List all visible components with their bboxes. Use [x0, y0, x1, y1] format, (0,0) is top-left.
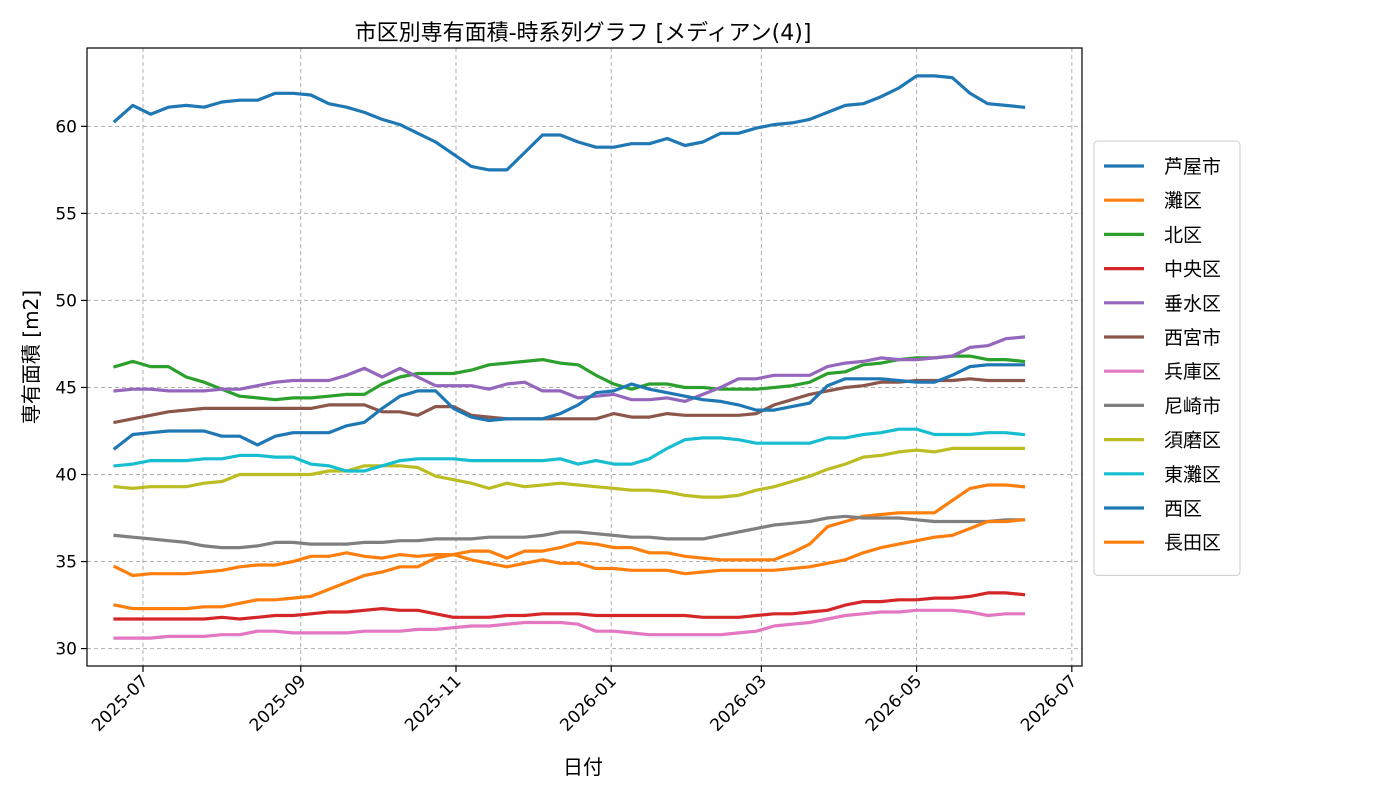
legend-label: 北区	[1164, 224, 1202, 246]
series-line	[112, 363, 1026, 451]
legend-label: 中央区	[1164, 259, 1221, 281]
y-tick-label: 40	[55, 466, 77, 486]
legend-label: 西宮市	[1164, 327, 1221, 349]
legend-label: 西区	[1164, 498, 1202, 520]
legend-label: 兵庫区	[1164, 361, 1221, 383]
legend-label: 灘区	[1164, 190, 1202, 212]
plot-frame	[86, 47, 1083, 667]
legend-label: 須磨区	[1164, 430, 1221, 452]
legend-box	[1093, 140, 1241, 576]
x-tick-label: 2025-11	[401, 671, 465, 735]
x-tick-label: 2026-01	[556, 671, 620, 735]
x-tick-label: 2025-07	[88, 671, 152, 735]
legend-label: 垂水区	[1164, 293, 1221, 315]
series-line	[113, 591, 1026, 621]
series-line	[112, 518, 1026, 578]
series-line	[113, 354, 1026, 402]
legend-label: 尼崎市	[1164, 395, 1221, 417]
x-tick-label: 2026-03	[707, 671, 771, 735]
y-tick-label: 55	[55, 204, 77, 224]
y-tick-label: 60	[55, 117, 77, 137]
series-line	[113, 446, 1026, 499]
y-tick-label: 30	[55, 640, 77, 660]
x-tick-label: 2026-05	[862, 671, 926, 735]
y-tick-label: 45	[55, 378, 77, 398]
legend-label: 芦屋市	[1164, 156, 1221, 178]
y-axis-label: 専有面積 [m2]	[19, 290, 43, 424]
series-line	[113, 608, 1026, 640]
chart-title: 市区別専有面積-時系列グラフ [メディアン(4)]	[355, 21, 812, 46]
legend-label: 長田区	[1164, 532, 1221, 554]
series-line	[113, 377, 1026, 425]
series-line	[113, 483, 1026, 611]
series-line	[112, 74, 1026, 172]
x-tick-label: 2026-07	[1017, 671, 1081, 735]
x-axis-label: 日付	[563, 755, 603, 779]
legend-label: 東灘区	[1164, 464, 1221, 486]
y-tick-label: 50	[55, 291, 77, 311]
series-line	[113, 335, 1026, 403]
plot-area: 30 35 40 45 50 55 60 2025-07 2025-09 2025-11 2026-…	[55, 47, 1083, 736]
x-tick-label: 2025-09	[246, 671, 310, 735]
series-line	[113, 427, 1026, 473]
y-tick-label: 35	[55, 553, 77, 573]
series-line	[113, 514, 1026, 550]
